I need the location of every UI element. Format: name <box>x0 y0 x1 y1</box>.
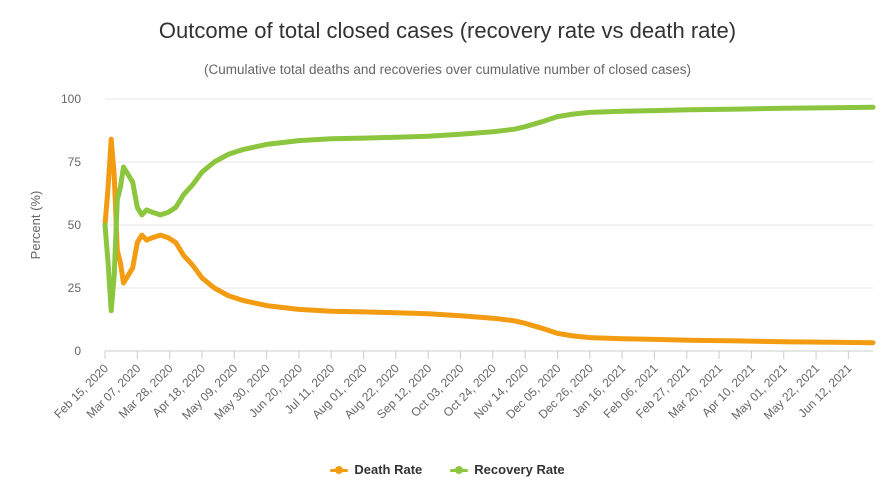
legend-label-death-rate: Death Rate <box>354 462 423 477</box>
series-lines <box>102 104 876 346</box>
chart-subtitle: (Cumulative total deaths and recoveries … <box>204 62 691 77</box>
series-line-death-rate <box>102 136 876 346</box>
y-tick-label-75: 75 <box>68 155 82 169</box>
gridlines <box>105 98 873 352</box>
legend-symbol-recovery-rate <box>450 465 469 475</box>
legend: Death Rate Recovery Rate <box>0 462 895 477</box>
y-tick-label-25: 25 <box>68 281 82 295</box>
legend-symbol-death-rate <box>330 465 349 475</box>
legend-label-recovery-rate: Recovery Rate <box>474 462 565 477</box>
y-tick-label-100: 100 <box>61 92 81 106</box>
y-axis-title: Percent (%) <box>28 191 43 260</box>
y-tick-label-50: 50 <box>68 218 82 232</box>
legend-item-recovery-rate[interactable]: Recovery Rate <box>450 462 565 477</box>
chart-title: Outcome of total closed cases (recovery … <box>158 18 737 43</box>
y-tick-label-0: 0 <box>74 344 81 358</box>
series-line-recovery-rate <box>102 104 876 314</box>
y-axis: 0 25 50 75 100 <box>61 92 81 358</box>
legend-item-death-rate[interactable]: Death Rate <box>330 462 422 477</box>
